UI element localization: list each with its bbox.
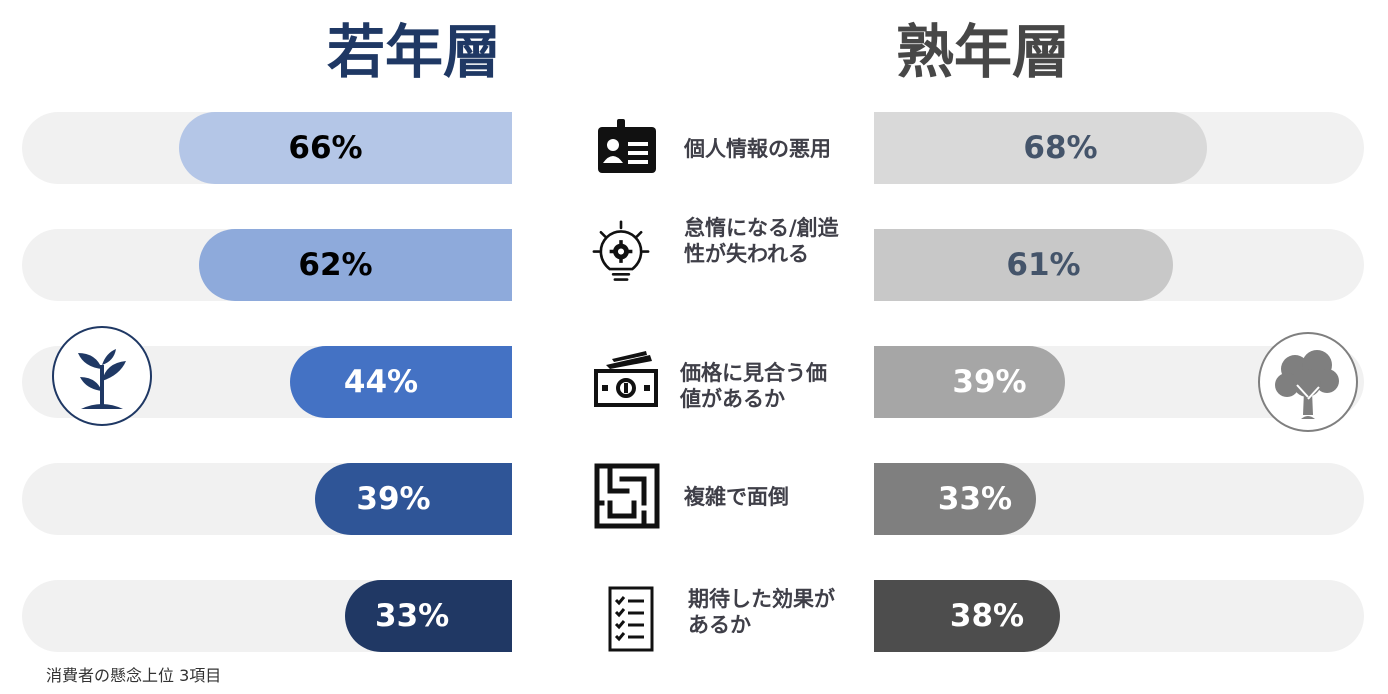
bar-young <box>199 229 512 301</box>
tree-icon <box>1257 331 1359 433</box>
data-label-senior: 68% <box>1023 130 1098 166</box>
data-label-senior: 38% <box>949 598 1025 634</box>
category-label: 個人情報の悪用 <box>684 137 831 161</box>
data-label-young: 39% <box>356 481 431 517</box>
bar-young <box>179 112 512 184</box>
bar-senior <box>874 580 1060 652</box>
maze-icon <box>592 461 662 531</box>
sprout-icon <box>51 325 153 427</box>
bar-senior <box>874 346 1065 418</box>
lightbulb-gear-icon <box>586 220 656 290</box>
data-label-young: 62% <box>298 247 373 283</box>
bar-senior <box>874 112 1207 184</box>
header-senior: 熟年層 <box>896 18 1071 86</box>
category-label: 複雑で面倒 <box>684 485 789 509</box>
money-bill-icon <box>592 347 662 417</box>
category-label: 怠惰になる/創造 性が失われる <box>684 216 839 266</box>
bar-senior <box>874 463 1036 535</box>
footnote: 消費者の懸念上位 3項目 <box>46 666 222 685</box>
data-label-young: 33% <box>375 598 450 634</box>
category-label: 価格に見合う価 値があるか <box>680 361 827 411</box>
bar-senior <box>874 229 1173 301</box>
data-label-young: 44% <box>343 364 419 400</box>
id-card-icon <box>592 113 662 183</box>
category-label: 期待した効果が あるか <box>688 587 835 637</box>
bar-young <box>290 346 512 418</box>
data-label-senior: 39% <box>952 364 1027 400</box>
checklist-icon <box>596 584 666 654</box>
data-label-senior: 33% <box>937 481 1013 517</box>
data-label-senior: 61% <box>1006 247 1081 283</box>
bar-young <box>345 580 512 652</box>
header-young: 若年層 <box>327 18 502 86</box>
bar-young <box>315 463 512 535</box>
data-label-young: 66% <box>288 130 363 166</box>
